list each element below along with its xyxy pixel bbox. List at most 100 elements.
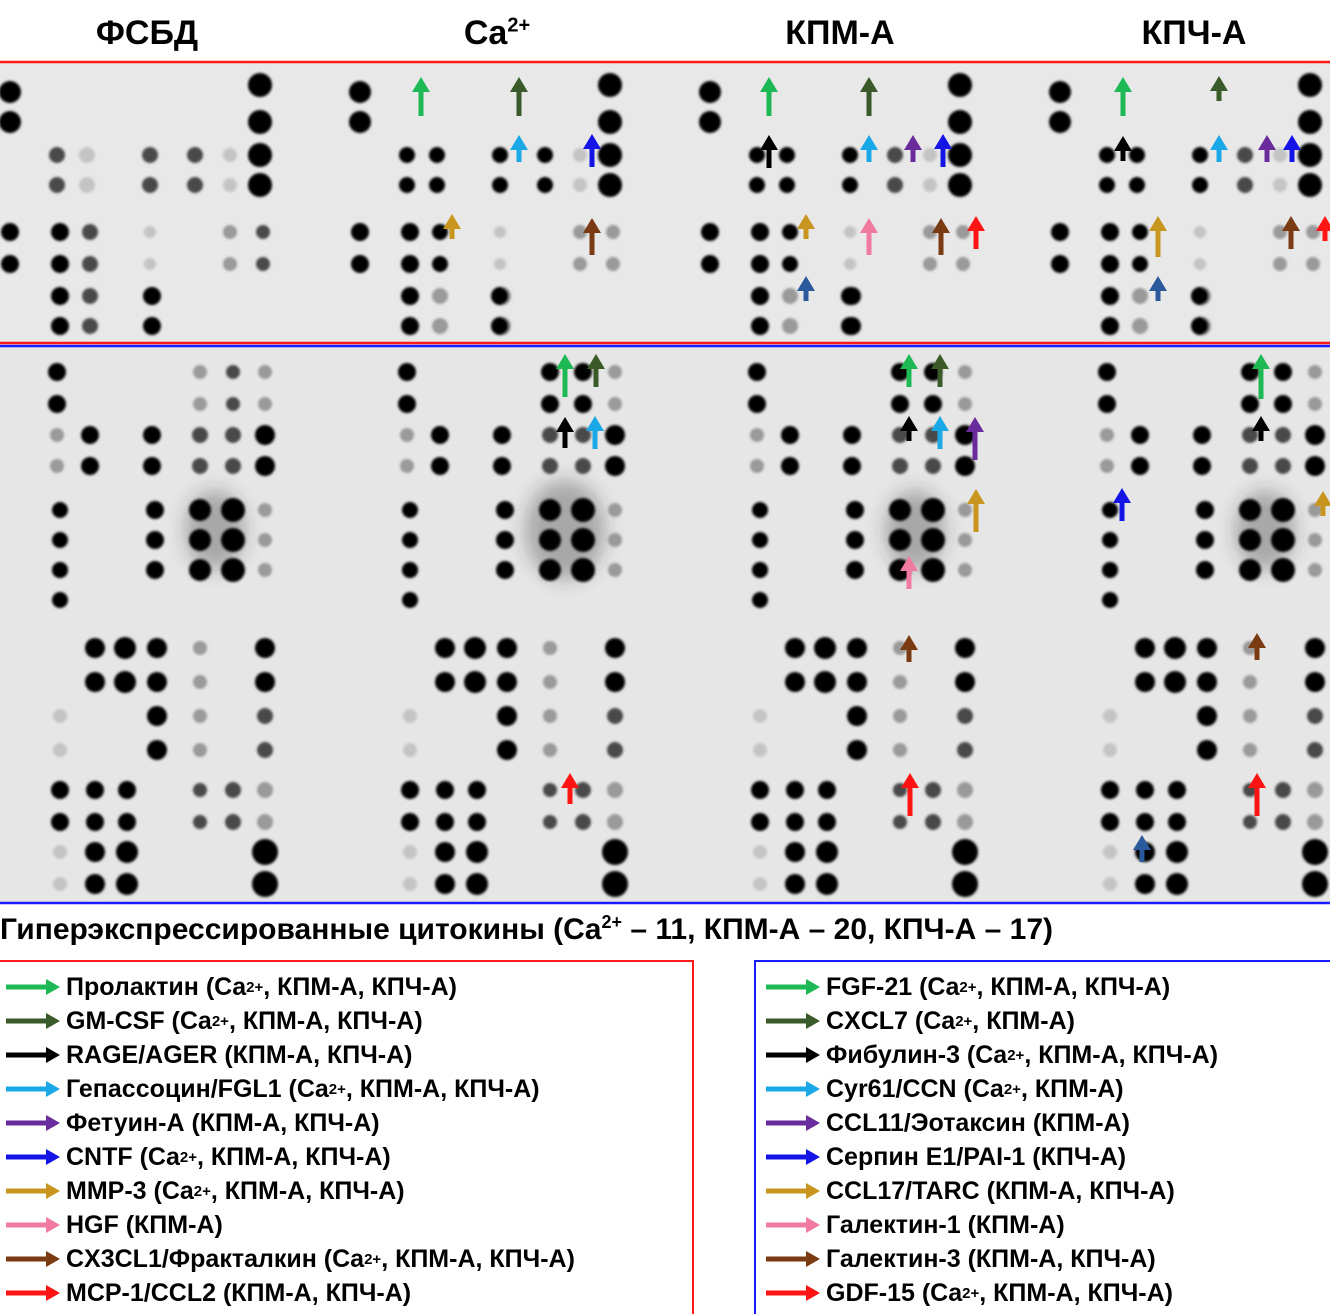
legend-label: , КПМ-А) bbox=[972, 1006, 1075, 1035]
blot-spot bbox=[952, 871, 978, 897]
blot-spot bbox=[193, 743, 207, 757]
blot-spot bbox=[779, 177, 795, 193]
blot-spot bbox=[1131, 457, 1149, 475]
blot-spot bbox=[436, 813, 454, 831]
legend-right-item: Фибулин-3 (Ca 2+, КПМ-А, КПЧ-А) bbox=[764, 1040, 1218, 1070]
legend-label: , КПМ-А) bbox=[1020, 1074, 1124, 1103]
blot-spot bbox=[1274, 395, 1292, 413]
legend-arrow-icon bbox=[766, 1115, 820, 1131]
blot-spot bbox=[193, 783, 207, 797]
blot-spot bbox=[256, 225, 270, 239]
blot-spot bbox=[116, 841, 138, 863]
blot-spot bbox=[701, 223, 719, 241]
blot-spot bbox=[1239, 559, 1261, 581]
blot-spot bbox=[118, 781, 136, 799]
blot-spot bbox=[79, 147, 95, 163]
blot-spot bbox=[1196, 561, 1214, 579]
blot-spot bbox=[751, 287, 769, 305]
legend-arrow-icon bbox=[766, 1251, 820, 1267]
blot-spot bbox=[1051, 255, 1069, 273]
blot-spot bbox=[958, 563, 972, 577]
blot-spot bbox=[1101, 287, 1119, 305]
blot-spot bbox=[955, 638, 975, 658]
blot-arrow-dark-green bbox=[1210, 76, 1228, 101]
blot-spot bbox=[608, 533, 622, 547]
blot-spot bbox=[79, 177, 95, 193]
blot-spot bbox=[1193, 457, 1211, 475]
blot-spot bbox=[1243, 675, 1257, 689]
blot-spot bbox=[493, 426, 511, 444]
legend-superscript: 2+ bbox=[1007, 1046, 1025, 1064]
blot-spot bbox=[1049, 81, 1071, 103]
blot-spot bbox=[1192, 147, 1208, 163]
blot-spot bbox=[573, 148, 587, 162]
blot-spot bbox=[1298, 110, 1322, 134]
blot-spot bbox=[785, 638, 805, 658]
blot-spot bbox=[1275, 814, 1291, 830]
blot-spot bbox=[257, 814, 273, 830]
blot-arrow-brown bbox=[583, 218, 601, 255]
blot-spot bbox=[842, 147, 858, 163]
blot-spot bbox=[543, 743, 557, 757]
blot-spot bbox=[51, 255, 69, 273]
blot-spot bbox=[1197, 672, 1217, 692]
legend-arrow-icon bbox=[766, 1149, 820, 1165]
blot-spot bbox=[1049, 111, 1071, 133]
blot-spot bbox=[751, 813, 769, 831]
legend-arrow-icon bbox=[6, 1149, 60, 1165]
blot-spot bbox=[142, 147, 158, 163]
blot-spot bbox=[750, 428, 764, 442]
blot-spot bbox=[956, 257, 970, 271]
blot-spot bbox=[1305, 638, 1325, 658]
legend-label: Cyr61/CCN (Ca bbox=[826, 1074, 1004, 1103]
blot-spot bbox=[893, 675, 907, 689]
blot-spot bbox=[543, 815, 557, 829]
blot-spot bbox=[1271, 558, 1295, 582]
blot-spot bbox=[893, 743, 907, 757]
blot-spot bbox=[607, 708, 623, 724]
blot-spot bbox=[1103, 845, 1117, 859]
legend-label: , КПМ-А, КПЧ-А) bbox=[979, 1278, 1173, 1307]
blot-spot bbox=[575, 814, 591, 830]
blot-spot bbox=[571, 528, 595, 552]
blot-spot bbox=[1099, 177, 1115, 193]
blot-spot bbox=[193, 641, 207, 655]
blot-spot bbox=[1197, 638, 1217, 658]
blot-spot bbox=[116, 873, 138, 895]
blot-spot bbox=[782, 256, 798, 272]
blot-spot bbox=[1307, 814, 1323, 830]
blot-spot bbox=[844, 258, 856, 270]
blot-spot bbox=[1136, 813, 1154, 831]
blot-spot bbox=[1192, 177, 1208, 193]
blot-spot bbox=[53, 877, 67, 891]
blot-spot bbox=[542, 427, 558, 443]
legend-label: FGF-21 (Ca bbox=[826, 972, 960, 1001]
legend-left-item: CX3CL1/Фракталкин (Ca 2+, КПМ-А, КПЧ-А) bbox=[4, 1244, 575, 1274]
blot-spot bbox=[782, 224, 798, 240]
blot-spot bbox=[925, 814, 941, 830]
blot-spot bbox=[948, 110, 972, 134]
blot-spot bbox=[1103, 743, 1117, 757]
blot-spot bbox=[258, 397, 272, 411]
blot-spot bbox=[400, 428, 414, 442]
blot-spot bbox=[429, 147, 445, 163]
legend-superscript: 2+ bbox=[962, 1284, 980, 1302]
blot-spot bbox=[1194, 258, 1206, 270]
blot-spot bbox=[785, 874, 805, 894]
blot-spot bbox=[143, 457, 161, 475]
blot-arrow-light-blue bbox=[931, 416, 949, 449]
blot-spot bbox=[598, 143, 622, 167]
blot-arrow-brown bbox=[932, 218, 950, 255]
legend-right-item: FGF-21 (Ca 2+, КПМ-А, КПЧ-А) bbox=[764, 972, 1170, 1002]
blot-spot bbox=[466, 841, 488, 863]
legend-left-item: MCP-1/CCL2 (КПМ-А, КПЧ-А) bbox=[4, 1278, 411, 1308]
legend-arrow-icon bbox=[6, 1115, 60, 1131]
blot-spot bbox=[847, 740, 867, 760]
blot-spot bbox=[435, 638, 455, 658]
blot-spot bbox=[402, 592, 418, 608]
legend-label: CNTF (Ca bbox=[66, 1142, 180, 1171]
blot-spot bbox=[52, 592, 68, 608]
blot-spot bbox=[955, 672, 975, 692]
blot-spot bbox=[223, 257, 237, 271]
blot-spot bbox=[52, 532, 68, 548]
